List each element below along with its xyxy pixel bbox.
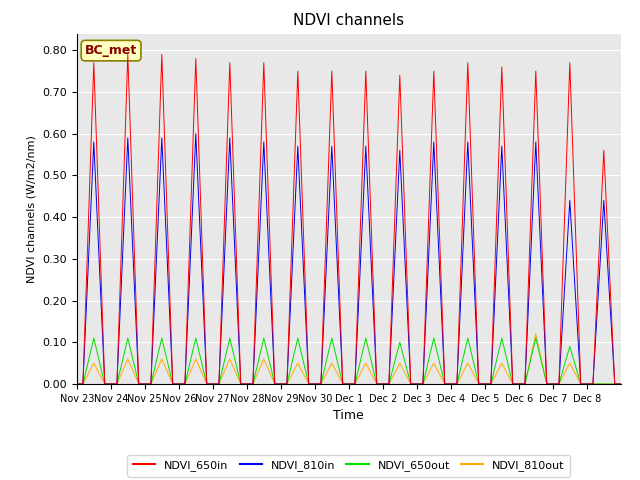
Text: BC_met: BC_met [85,44,137,57]
Legend: NDVI_650in, NDVI_810in, NDVI_650out, NDVI_810out: NDVI_650in, NDVI_810in, NDVI_650out, NDV… [127,455,570,477]
Title: NDVI channels: NDVI channels [293,13,404,28]
Y-axis label: NDVI channels (W/m2/nm): NDVI channels (W/m2/nm) [27,135,36,283]
X-axis label: Time: Time [333,409,364,422]
